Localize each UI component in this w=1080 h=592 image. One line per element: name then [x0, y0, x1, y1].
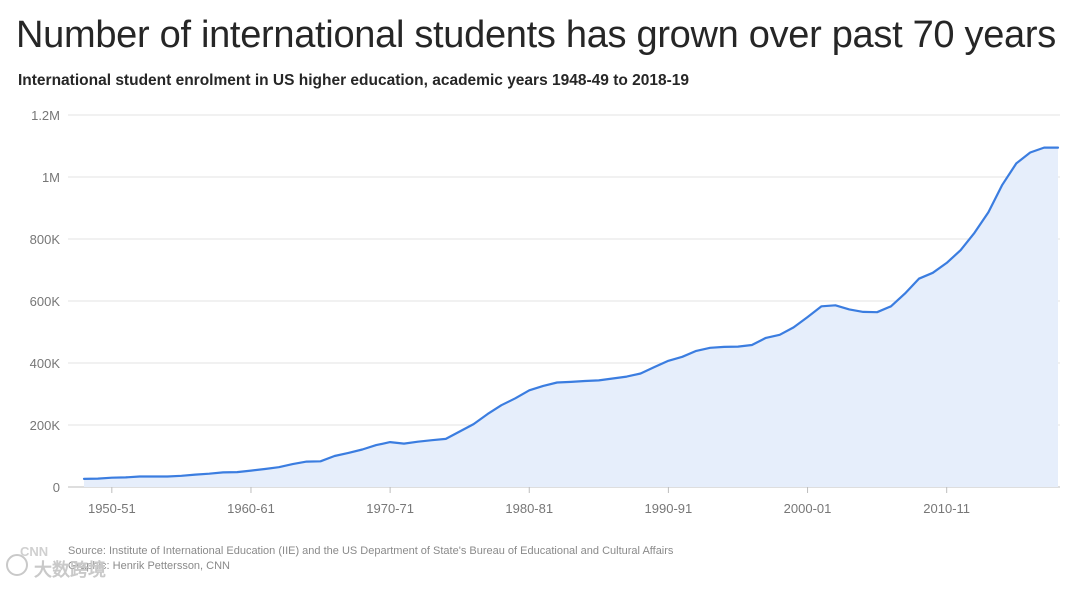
x-tick-label: 2010-11 [923, 501, 970, 516]
graphic-credit: Graphic: Henrik Pettersson, CNN [68, 560, 230, 572]
x-tick-label: 1980-81 [505, 501, 553, 516]
cnn-watermark: CNN [20, 544, 49, 559]
y-tick-label: 0 [53, 480, 60, 495]
y-tick-label: 800K [30, 232, 61, 247]
y-axis-ticks: 0 200K 400K 600K 800K 1M 1.2M [30, 108, 61, 495]
chart-title: Number of international students has gro… [16, 14, 1056, 56]
x-tick-label: 1950-51 [88, 501, 136, 516]
series-line [82, 146, 1060, 480]
line-layer [82, 146, 1060, 480]
watermark-logo-icon [6, 554, 28, 576]
y-tick-label: 600K [30, 294, 61, 309]
series-area [84, 147, 1058, 487]
x-tick-label: 1970-71 [366, 501, 414, 516]
x-tick-label: 2000-01 [784, 501, 832, 516]
x-tick-label: 1960-61 [227, 501, 275, 516]
x-tick-label: 1990-91 [645, 501, 693, 516]
chart-footer: Source: Institute of International Educa… [68, 544, 673, 574]
y-tick-label: 1.2M [31, 108, 60, 123]
y-tick-label: 400K [30, 356, 61, 371]
area-layer [84, 147, 1058, 487]
x-axis-ticks: 1950-51 1960-61 1970-71 1980-81 1990-91 2000-… [88, 487, 970, 516]
watermark-text: 大数跨境 [34, 560, 106, 580]
y-tick-label: 200K [30, 418, 61, 433]
y-tick-label: 1M [42, 170, 60, 185]
source-note: Source: Institute of International Educa… [68, 545, 674, 557]
chart-subtitle: International student enrolment in US hi… [18, 72, 690, 89]
